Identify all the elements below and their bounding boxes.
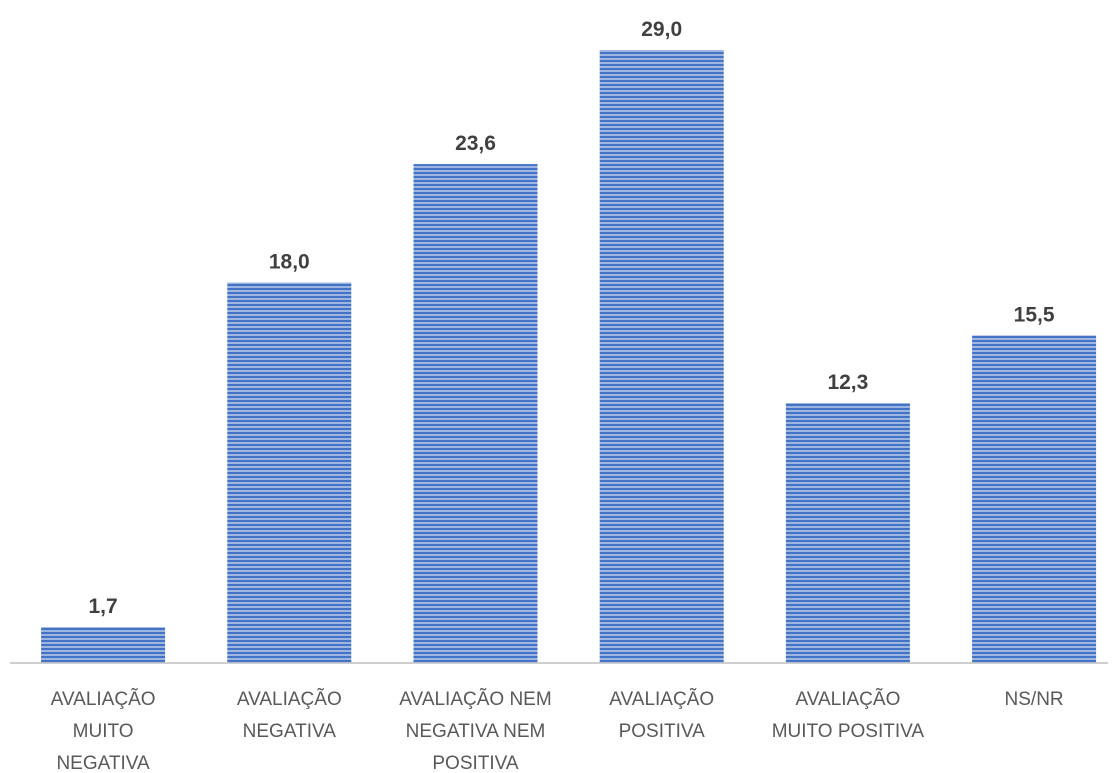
category-label-line: NEGATIVA <box>56 753 150 773</box>
bar-6 <box>972 335 1097 663</box>
category-label-line: MUITO POSITIVA <box>772 721 925 742</box>
bar-1 <box>41 627 166 663</box>
value-label-4: 29,0 <box>641 18 682 41</box>
bars-group <box>41 50 1097 663</box>
category-label-line: AVALIAÇÃO NEM <box>399 688 551 710</box>
value-labels-group: 1,7 18,0 23,6 29,0 12,3 15,5 <box>88 18 1054 618</box>
bar-4 <box>599 50 724 663</box>
category-label-line: NS/NR <box>1005 689 1064 710</box>
category-label-3: AVALIAÇÃO NEM NEGATIVA NEM POSITIVA <box>399 688 551 773</box>
value-label-3: 23,6 <box>455 132 496 155</box>
value-label-6: 15,5 <box>1014 303 1055 326</box>
category-label-line: AVALIAÇÃO <box>51 688 156 710</box>
bar-5 <box>785 403 910 663</box>
category-label-line: AVALIAÇÃO <box>795 688 900 710</box>
value-label-1: 1,7 <box>88 595 117 618</box>
bar-3 <box>413 164 538 663</box>
category-label-line: POSITIVA <box>432 753 519 773</box>
category-label-line: NEGATIVA NEM <box>406 721 546 742</box>
category-label-line: NEGATIVA <box>243 721 337 742</box>
category-label-2: AVALIAÇÃO NEGATIVA <box>237 688 342 742</box>
category-label-4: AVALIAÇÃO POSITIVA <box>609 688 714 742</box>
value-label-5: 12,3 <box>827 371 868 394</box>
bar-2 <box>227 282 352 663</box>
category-label-line: AVALIAÇÃO <box>237 688 342 710</box>
category-label-line: AVALIAÇÃO <box>609 688 714 710</box>
category-label-6: NS/NR <box>1005 689 1064 710</box>
category-label-5: AVALIAÇÃO MUITO POSITIVA <box>772 688 925 742</box>
category-label-line: POSITIVA <box>619 721 706 742</box>
value-label-2: 18,0 <box>269 251 310 274</box>
category-label-1: AVALIAÇÃO MUITO NEGATIVA <box>51 688 156 773</box>
category-label-line: MUITO <box>73 721 134 742</box>
